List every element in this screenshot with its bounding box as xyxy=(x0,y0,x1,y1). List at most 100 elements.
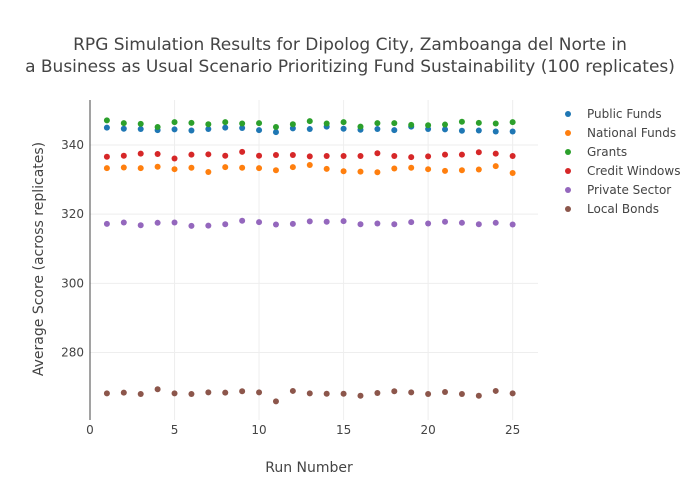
data-point xyxy=(509,390,516,397)
data-point xyxy=(306,390,313,397)
data-point xyxy=(357,168,364,175)
data-point xyxy=(103,124,110,131)
legend[interactable]: Public Funds National Funds Grants Credit W… xyxy=(565,107,680,216)
data-point xyxy=(458,219,465,226)
data-point xyxy=(289,125,296,132)
data-point xyxy=(509,128,516,135)
data-point xyxy=(205,168,212,175)
chart-title-line-2: a Business as Usual Scenario Prioritizin… xyxy=(25,57,675,77)
data-point xyxy=(103,153,110,160)
data-point xyxy=(475,392,482,399)
data-point xyxy=(239,217,246,224)
data-point xyxy=(256,120,263,127)
data-point xyxy=(475,119,482,126)
data-point xyxy=(425,220,432,227)
data-point xyxy=(340,119,347,126)
data-point xyxy=(442,121,449,128)
data-point xyxy=(103,390,110,397)
data-point xyxy=(239,125,246,132)
data-point xyxy=(103,220,110,227)
data-point xyxy=(458,118,465,125)
data-point xyxy=(120,152,127,159)
data-point xyxy=(425,153,432,160)
data-point xyxy=(391,388,398,395)
data-point xyxy=(374,126,381,133)
data-point xyxy=(492,120,499,127)
data-point xyxy=(256,152,263,159)
x-tick-label: 15 xyxy=(336,423,351,437)
data-point xyxy=(340,153,347,160)
data-point xyxy=(408,121,415,128)
data-point xyxy=(120,120,127,127)
chart-title: RPG Simulation Results for Dipolog City,… xyxy=(25,35,675,77)
legend-item-national-funds[interactable]: National Funds xyxy=(565,126,676,140)
series-credit-windows xyxy=(103,148,516,162)
data-point xyxy=(492,163,499,170)
legend-label: Private Sector xyxy=(587,183,671,197)
data-point xyxy=(222,389,229,396)
data-point xyxy=(374,169,381,176)
data-point xyxy=(222,164,229,171)
data-point xyxy=(205,121,212,128)
data-point xyxy=(272,129,279,136)
data-point xyxy=(137,222,144,229)
data-point xyxy=(239,120,246,127)
data-point xyxy=(475,149,482,156)
data-point xyxy=(442,218,449,225)
data-point xyxy=(323,120,330,127)
data-point xyxy=(289,121,296,128)
data-point xyxy=(340,390,347,397)
legend-item-credit-windows[interactable]: Credit Windows xyxy=(565,164,680,178)
data-points xyxy=(103,117,516,405)
data-point xyxy=(425,166,432,173)
data-point xyxy=(120,164,127,171)
data-point xyxy=(171,126,178,133)
data-point xyxy=(492,219,499,226)
series-local-bonds xyxy=(103,386,516,405)
data-point xyxy=(188,151,195,158)
legend-marker xyxy=(565,206,571,212)
data-point xyxy=(120,125,127,132)
data-point xyxy=(391,153,398,160)
data-point xyxy=(357,153,364,160)
data-point xyxy=(188,222,195,229)
legend-item-grants[interactable]: Grants xyxy=(565,145,627,159)
data-point xyxy=(475,127,482,134)
data-point xyxy=(408,219,415,226)
data-point xyxy=(256,219,263,226)
data-point xyxy=(374,220,381,227)
series-national-funds xyxy=(103,162,516,176)
data-point xyxy=(357,221,364,228)
data-point xyxy=(272,152,279,159)
data-point xyxy=(272,123,279,130)
data-point xyxy=(239,388,246,395)
data-point xyxy=(289,152,296,159)
series-grants xyxy=(103,117,516,130)
data-point xyxy=(188,127,195,134)
legend-item-public-funds[interactable]: Public Funds xyxy=(565,107,662,121)
data-point xyxy=(289,164,296,171)
data-point xyxy=(205,126,212,133)
data-point xyxy=(458,167,465,174)
data-point xyxy=(239,164,246,171)
data-point xyxy=(492,387,499,394)
legend-item-local-bonds[interactable]: Local Bonds xyxy=(565,202,659,216)
series-public-funds xyxy=(103,123,516,136)
legend-label: Local Bonds xyxy=(587,202,659,216)
legend-item-private-sector[interactable]: Private Sector xyxy=(565,183,671,197)
data-point xyxy=(492,128,499,135)
gridlines xyxy=(90,100,538,420)
data-point xyxy=(442,388,449,395)
data-point xyxy=(306,218,313,225)
data-point xyxy=(256,389,263,396)
x-tick-labels: 0 5 10 15 20 25 xyxy=(86,423,520,437)
data-point xyxy=(171,155,178,162)
data-point xyxy=(120,219,127,226)
data-point xyxy=(205,389,212,396)
data-point xyxy=(374,150,381,157)
data-point xyxy=(137,150,144,157)
data-point xyxy=(120,389,127,396)
data-point xyxy=(323,390,330,397)
data-point xyxy=(222,119,229,126)
